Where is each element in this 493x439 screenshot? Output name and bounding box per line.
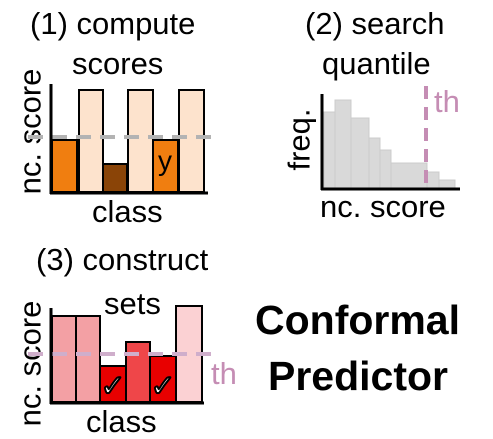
panel3-bar-2 — [75, 315, 101, 403]
panel2-bin-6 — [390, 162, 428, 189]
panel1-bar-5 — [152, 139, 179, 193]
panel2-bin-5 — [379, 149, 392, 189]
panel3-threshold-label: th — [211, 356, 237, 391]
panel3-title-line2: sets — [104, 286, 161, 321]
panel1-title-line1: (1) compute — [30, 6, 196, 41]
panel2-bin-1 — [323, 111, 336, 189]
panel1-bar-2 — [78, 89, 104, 193]
panel2-histogram — [323, 99, 456, 189]
check-mark-icon: ✓ — [100, 369, 125, 404]
panel3-check-marks: ✓ ✓ — [99, 368, 176, 405]
panel2-bin-3 — [350, 117, 370, 189]
panel3-bar-3 — [99, 365, 127, 403]
panel1-title-line2: scores — [72, 46, 164, 81]
panel2-bin-4 — [368, 137, 381, 189]
panel2-bin-8 — [438, 179, 456, 189]
panel3-bar-1 — [51, 315, 77, 403]
panel3-title-line1: (3) construct — [36, 242, 209, 277]
panel3-bar-4 — [125, 341, 151, 403]
panel2-bin-7 — [426, 171, 440, 189]
panel2-bin-2 — [334, 99, 352, 189]
panel1-bar-6 — [178, 89, 205, 193]
main-title-line1: Conformal — [255, 297, 460, 343]
panel1-bar-3 — [102, 163, 128, 193]
panel2-title-line2: quantile — [322, 46, 431, 81]
panel1-xlabel: class — [92, 194, 163, 229]
main-title-line2: Predictor — [268, 353, 448, 399]
panel2-title-line1: (2) search — [305, 6, 445, 41]
panel1-bar-1 — [51, 139, 78, 193]
panel1-bar-4 — [127, 89, 154, 193]
check-mark-icon: ✓ — [150, 369, 175, 404]
panel2-threshold-label: th — [434, 84, 460, 119]
panel3-xlabel: class — [86, 404, 157, 439]
panel1-bars — [51, 89, 205, 193]
panel1-true-label: y — [158, 145, 172, 176]
panel2-xlabel: nc. score — [320, 189, 446, 224]
